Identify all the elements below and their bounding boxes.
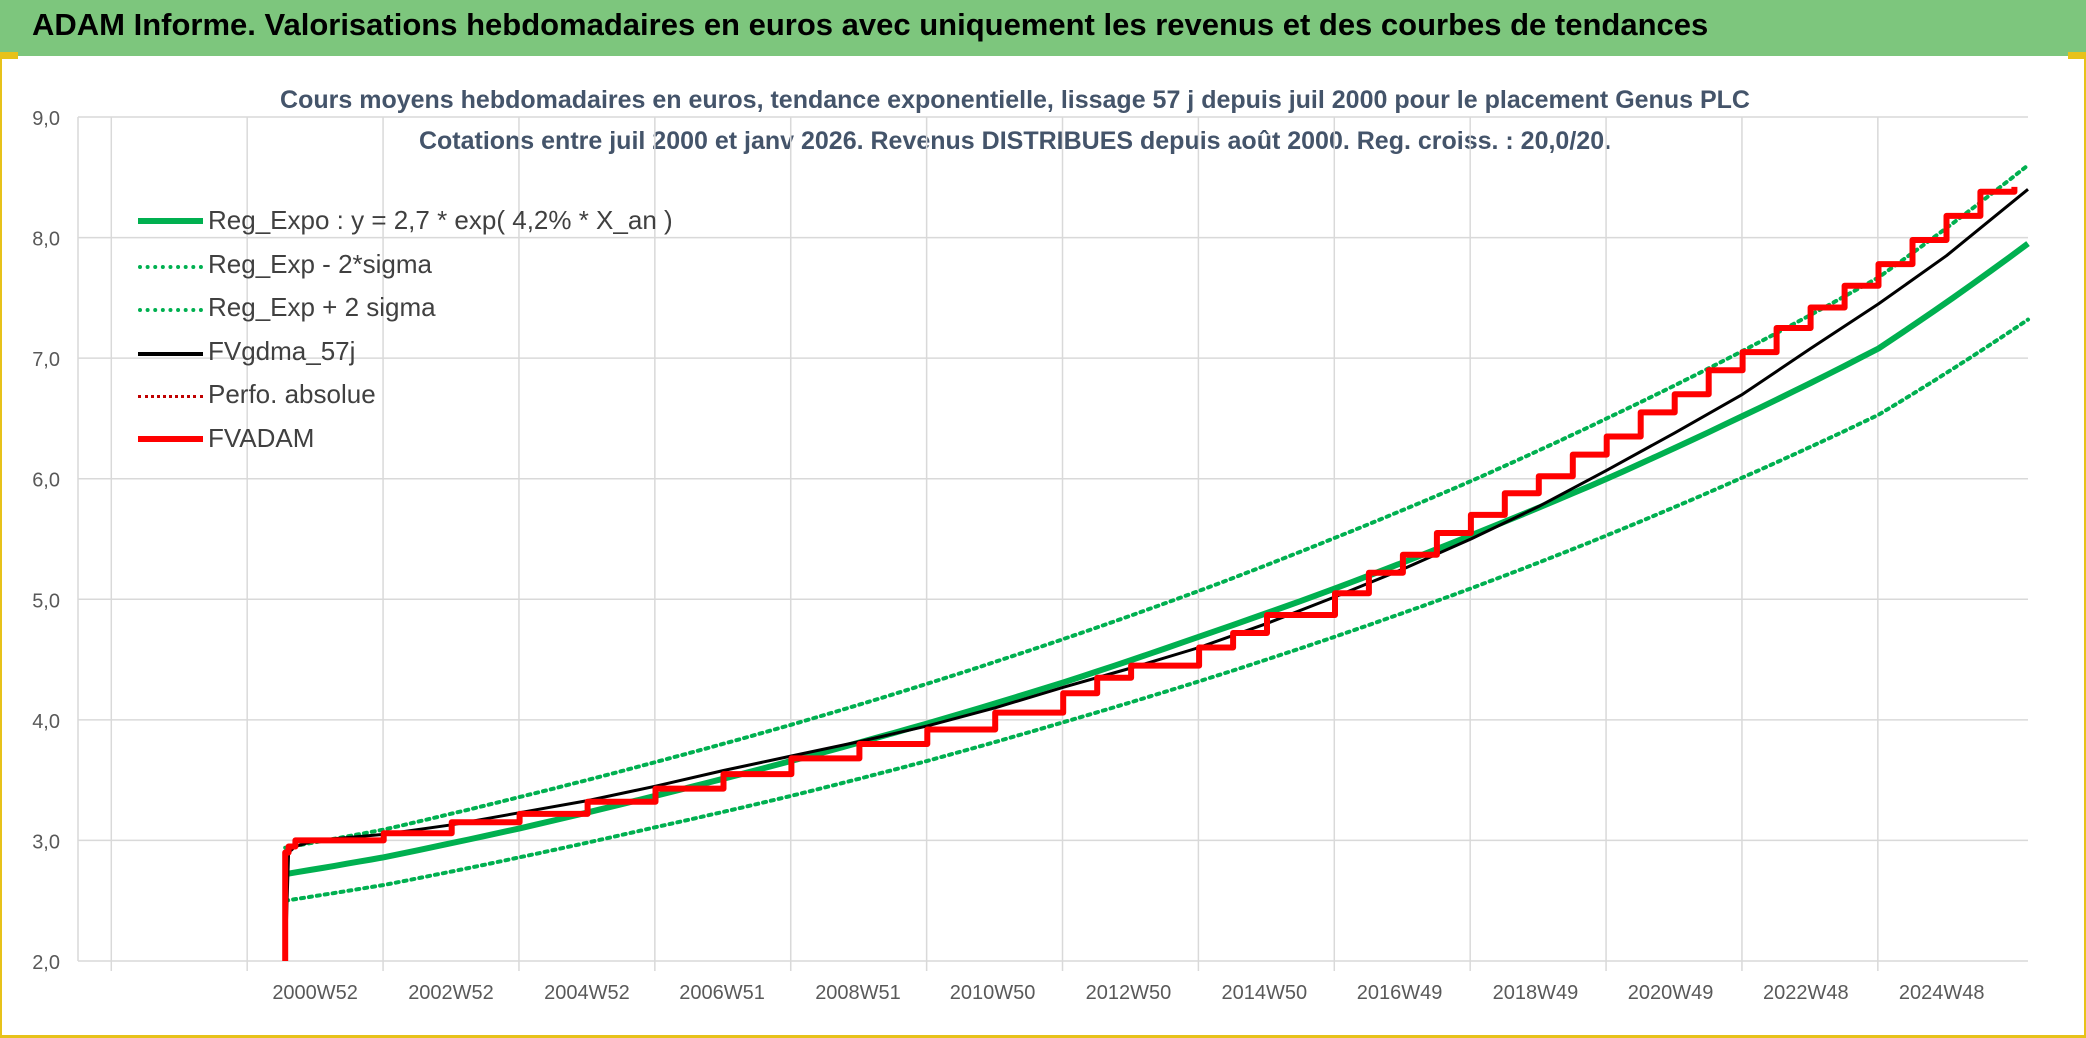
y-tick-label: 8,0 xyxy=(32,229,60,251)
x-tick-label: 2000W52 xyxy=(272,982,358,1004)
x-tick-label: 2006W51 xyxy=(679,982,765,1004)
x-tick-label: 2004W52 xyxy=(544,982,630,1004)
x-tick-label: 2010W50 xyxy=(950,982,1036,1004)
x-tick-label: 2022W48 xyxy=(1763,982,1849,1004)
x-tick-label: 2012W50 xyxy=(1086,982,1172,1004)
frame-corner-left xyxy=(0,52,18,59)
x-tick-label: 2002W52 xyxy=(408,982,494,1004)
series-reg-expo xyxy=(284,241,2030,878)
legend-label-fvgdma: FVgdma_57j xyxy=(208,335,356,366)
x-tick-label: 2008W51 xyxy=(815,982,901,1004)
legend-swatch-fvadam xyxy=(138,435,203,442)
legend-swatch-reg-expo xyxy=(138,218,203,224)
y-tick-label: 6,0 xyxy=(32,470,60,492)
header-band: ADAM Informe. Valorisations hebdomadaire… xyxy=(0,0,2086,56)
legend-swatch-fvgdma xyxy=(138,351,203,356)
legend-swatch-reg-exp-plus xyxy=(138,308,203,312)
series-fvgdma xyxy=(283,188,2029,962)
chart-subtitle: Cotations entre juil 2000 et janv 2026. … xyxy=(418,127,1612,155)
x-tick-label: 2024W48 xyxy=(1899,982,1985,1004)
y-axis-ticks: 2,0 3,0 4,0 5,0 6,0 7,0 8,0 9,0 xyxy=(32,108,60,974)
series-fvadam xyxy=(282,186,2018,961)
header-title: ADAM Informe. Valorisations hebdomadaire… xyxy=(32,7,1709,42)
legend-label-perfo: Perfo. absolue xyxy=(208,379,376,409)
legend-swatch-perfo xyxy=(138,395,203,398)
chart-title: Cours moyens hebdomadaires en euros, ten… xyxy=(280,86,1750,114)
y-tick-label: 2,0 xyxy=(32,952,60,974)
x-tick-label: 2018W49 xyxy=(1493,982,1579,1004)
legend-swatch-reg-exp-minus xyxy=(138,264,203,269)
frame-corner-right xyxy=(2068,52,2086,59)
y-tick-label: 7,0 xyxy=(32,349,60,371)
x-tick-label: 2014W50 xyxy=(1221,982,1307,1004)
series-layer xyxy=(282,163,2030,962)
legend-label-fvadam: FVADAM xyxy=(208,422,315,453)
x-axis-ticks: 2000W52 2002W52 2004W52 2006W51 2008W51 2010W… xyxy=(272,982,1984,1004)
y-tick-label: 4,0 xyxy=(32,711,60,733)
y-tick-label: 9,0 xyxy=(32,108,60,130)
y-tick-label: 5,0 xyxy=(32,590,60,612)
legend-label-reg-exp-plus: Reg_Exp + 2 sigma xyxy=(208,292,436,322)
x-tick-label: 2016W49 xyxy=(1357,982,1443,1004)
legend-label-reg-exp-minus: Reg_Exp - 2*sigma xyxy=(208,248,432,279)
series-reg-exp-minus xyxy=(283,317,2030,903)
y-tick-label: 3,0 xyxy=(32,831,60,853)
x-tick-label: 2020W49 xyxy=(1628,982,1714,1004)
series-reg-exp-plus xyxy=(283,163,2030,850)
legend-label-reg-expo: Reg_Expo : y = 2,7 * exp( 4,2% * X_an ) xyxy=(208,205,673,235)
